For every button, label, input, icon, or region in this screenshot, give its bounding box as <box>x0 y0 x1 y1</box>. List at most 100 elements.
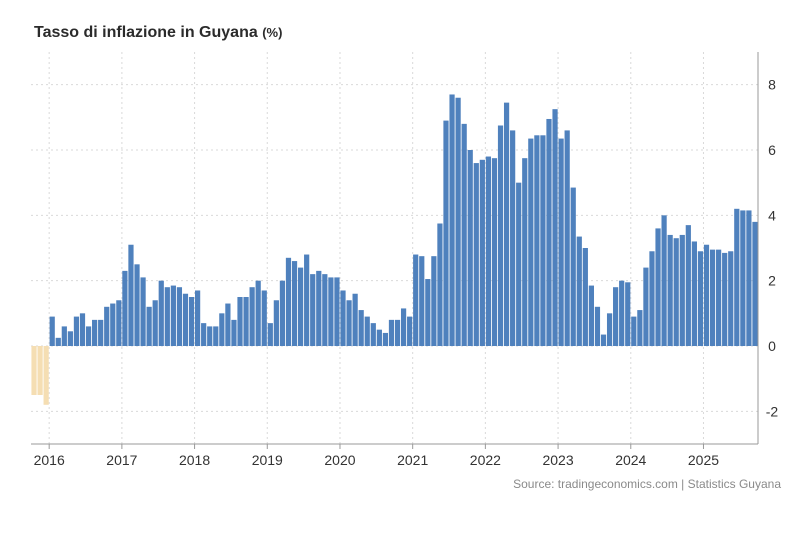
bar <box>649 251 655 346</box>
bar <box>510 130 516 346</box>
bar <box>473 163 479 346</box>
bar <box>49 316 55 346</box>
bar <box>170 285 176 346</box>
bar <box>243 297 249 346</box>
source-credit: Source: tradingeconomics.com | Statistic… <box>513 477 781 491</box>
bars <box>31 94 758 405</box>
bar <box>722 252 728 346</box>
x-tick-label: 2020 <box>324 452 355 468</box>
bar <box>685 225 691 346</box>
chart-title: Tasso di inflazione in Guyana (%) <box>34 24 283 41</box>
x-tick-label: 2017 <box>106 452 137 468</box>
bar <box>740 210 746 346</box>
bar <box>67 331 73 346</box>
bar <box>558 138 564 346</box>
bar <box>188 297 195 346</box>
bar <box>437 223 443 346</box>
x-tick-label: 2021 <box>397 452 428 468</box>
bar <box>582 248 588 346</box>
bar <box>679 234 685 346</box>
bar <box>164 287 170 346</box>
bar <box>503 102 510 346</box>
bar <box>182 293 189 346</box>
y-tick-labels: -2 0 2 4 6 8 <box>766 77 779 420</box>
bar <box>61 326 67 346</box>
bar <box>540 135 546 346</box>
bar <box>522 158 528 346</box>
x-tick-label: 2019 <box>252 452 283 468</box>
bar <box>255 280 261 346</box>
bar <box>413 254 419 346</box>
bar <box>491 158 498 346</box>
bar <box>588 285 594 346</box>
x-tick-label: 2023 <box>542 452 573 468</box>
bar <box>225 303 231 346</box>
bar <box>279 280 286 346</box>
y-tick-label: 6 <box>768 142 776 158</box>
x-tick-label: 2025 <box>688 452 719 468</box>
bar <box>485 156 492 346</box>
x-tick-label: 2024 <box>615 452 646 468</box>
bar <box>600 334 607 346</box>
bar <box>564 130 570 346</box>
bar <box>219 313 225 346</box>
grid-lines <box>31 52 758 444</box>
bar <box>546 118 552 346</box>
bar <box>37 346 43 395</box>
bar <box>176 287 183 346</box>
bar <box>104 306 110 346</box>
bar <box>116 300 122 346</box>
y-tick-label: 4 <box>768 207 776 223</box>
bar <box>358 310 364 346</box>
bar <box>55 337 61 346</box>
bar <box>709 249 716 346</box>
x-tick-label: 2022 <box>470 452 501 468</box>
bar <box>516 182 522 346</box>
bar <box>146 306 152 346</box>
bar <box>122 270 128 346</box>
x-tick-label: 2016 <box>34 452 65 468</box>
bar <box>98 319 104 346</box>
bar <box>673 238 679 346</box>
bar <box>79 313 86 346</box>
bar <box>691 241 697 346</box>
bar <box>346 300 352 346</box>
bar <box>400 308 407 346</box>
bar <box>613 287 619 346</box>
axes <box>31 52 759 449</box>
bar <box>310 274 316 346</box>
bar <box>703 244 710 346</box>
bar <box>110 303 116 346</box>
bar <box>92 319 98 346</box>
bar <box>249 287 255 346</box>
bar <box>328 277 334 346</box>
bar <box>425 279 431 346</box>
bar <box>158 280 164 346</box>
y-tick-label: 0 <box>768 338 776 354</box>
bar <box>340 290 346 346</box>
bar <box>625 282 631 346</box>
bar <box>382 332 389 346</box>
bar <box>31 346 37 395</box>
bar <box>746 210 752 346</box>
bar <box>85 326 92 346</box>
bar <box>631 316 637 346</box>
y-tick-label: 8 <box>768 77 776 93</box>
bar <box>643 267 649 346</box>
bar <box>637 310 643 346</box>
bar <box>237 297 243 346</box>
bar <box>388 319 395 346</box>
bar <box>370 323 376 346</box>
bar <box>467 150 473 346</box>
bar <box>697 251 704 346</box>
bar <box>73 316 80 346</box>
bar <box>479 159 485 346</box>
bar <box>352 293 358 346</box>
bar <box>419 256 425 346</box>
chart-title-unit: (%) <box>262 25 283 40</box>
bar <box>461 123 467 347</box>
bar <box>455 97 461 346</box>
bar <box>667 234 673 346</box>
bar <box>394 319 401 346</box>
